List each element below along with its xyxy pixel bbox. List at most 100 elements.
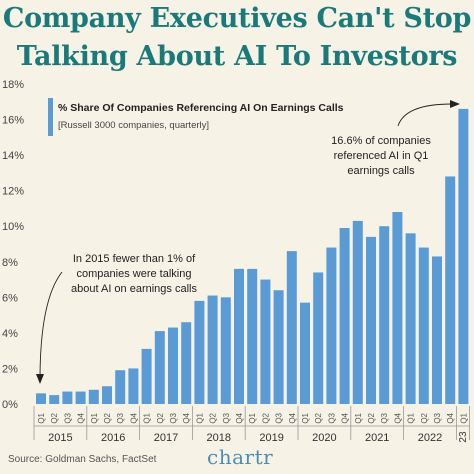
x-tick-label-quarter: Q4 [182,412,191,423]
x-year-label: 2021 [365,432,389,444]
x-tick-label-quarter: Q2 [103,412,112,423]
y-tick-label: 4% [2,328,18,340]
bar-2016-q3 [115,370,126,404]
bar-2016-q2 [102,386,112,404]
bar-2019-q2 [260,279,271,404]
x-tick-label-quarter: Q3 [380,412,389,423]
x-tick-label-quarter: Q3 [116,412,125,423]
x-year-label: 2015 [48,432,72,444]
x-tick-label-quarter: Q4 [235,412,244,423]
chart-title: % Share Of Companies Referencing AI On E… [58,102,344,114]
x-tick-label-quarter: Q1 [90,412,99,423]
y-tick-label: 14% [2,150,24,162]
bar-2022-q2 [418,247,429,404]
annotation-right-arrow [397,103,453,127]
x-tick-label-quarter: Q4 [288,412,297,423]
bar-2021-q2 [366,236,376,404]
y-tick-label: 16% [2,115,24,127]
x-year-label: 2017 [154,432,178,444]
chart-subtitle: [Russell 3000 companies, quarterly] [58,120,209,131]
y-tick-label: 18% [2,79,24,91]
annotation-right-line: earnings calls [347,165,415,177]
x-tick-label-quarter: Q1 [37,412,46,423]
x-tick-label-quarter: Q4 [341,412,350,423]
title-line-2: Talking About AI To Investors [16,41,458,72]
bar-2020-q2 [313,272,324,404]
x-tick-label-quarter: Q3 [63,412,72,423]
annotation-left-line: In 2015 fewer than 1% of [73,253,196,265]
bar-2018-q1 [194,300,205,404]
x-year-label: 2022 [418,432,442,444]
y-tick-label: 12% [2,186,24,198]
x-tick-label-quarter: Q3 [327,412,336,423]
x-tick-label-quarter: Q2 [209,412,218,423]
bar-2018-q3 [220,297,231,404]
bar-2016-q4 [128,368,139,404]
x-tick-label-quarter: Q2 [261,412,270,423]
bar-2017-q4 [181,322,192,404]
bar-2020-q3 [326,247,337,404]
x-tick-label-quarter: Q1 [143,412,152,423]
y-tick-label: 10% [2,221,24,233]
bar-2018-q2 [207,295,218,404]
bar-2019-q1 [247,268,258,404]
bar-2020-q4 [339,228,350,404]
title-line-1: Company Executives Can't Stop [2,3,472,34]
annotation-right-line: 16.6% of companies [331,135,431,147]
bar-2019-q4 [286,251,297,404]
bar-2015-q1 [36,393,46,404]
x-tick-label-quarter: Q1 [354,412,363,423]
bar-2018-q4 [234,268,244,404]
bar-2015-q2 [49,395,60,404]
bar-2020-q1 [300,302,310,404]
annotation-right-line: referenced AI in Q1 [334,150,429,162]
x-tick-label-quarter: Q1 [459,412,468,423]
y-tick-label: 6% [2,292,18,304]
bar-2023-q1 [458,108,469,404]
annotation-left-arrow [39,271,63,381]
bar-2021-q4 [392,212,403,404]
x-tick-label-quarter: Q1 [301,412,310,423]
bar-2021-q1 [352,220,363,404]
x-tick-label-quarter: Q2 [156,412,165,423]
bar-2022-q1 [405,233,416,404]
legend-swatch [48,98,53,136]
x-year-label: 23 [458,431,469,443]
x-tick-label-quarter: Q1 [407,412,416,423]
bar-2017-q2 [154,331,165,404]
x-tick-label-quarter: Q2 [367,412,376,423]
y-tick-label: 0% [2,399,18,411]
x-tick-label-quarter: Q3 [433,412,442,423]
x-year-label: 2020 [312,432,336,444]
y-tick-label: 2% [2,363,18,375]
x-tick-label-quarter: Q3 [222,412,231,423]
x-year-label: 2016 [101,432,125,444]
annotation-left-line: companies were talking [77,268,192,280]
annotation-left-arrowhead [36,374,44,384]
x-tick-label-quarter: Q3 [169,412,178,423]
x-tick-label-quarter: Q2 [420,412,429,423]
bar-2019-q3 [273,290,284,404]
x-tick-label-quarter: Q4 [129,412,138,423]
x-tick-label-quarter: Q1 [248,412,257,423]
x-year-label: 2018 [207,432,231,444]
x-tick-label-quarter: Q3 [275,412,284,423]
x-tick-label-quarter: Q4 [77,412,86,423]
annotation-left-line: about AI on earnings calls [71,283,197,295]
x-tick-label-quarter: Q4 [393,412,402,423]
y-tick-label: 8% [2,257,18,269]
x-tick-label-quarter: Q2 [50,412,59,423]
x-year-label: 2019 [259,432,283,444]
x-tick-label-quarter: Q4 [446,412,455,423]
bar-2015-q4 [75,391,86,404]
bar-2017-q1 [141,348,152,404]
brand-logo: chartr [207,445,274,469]
bar-2016-q1 [88,389,99,404]
bar-2022-q4 [445,176,456,404]
bar-2015-q3 [62,391,73,404]
bar-2021-q3 [379,226,390,404]
source-note: Source: Goldman Sachs, FactSet [8,454,157,465]
x-tick-label-quarter: Q2 [314,412,323,423]
bar-2017-q3 [168,327,178,404]
